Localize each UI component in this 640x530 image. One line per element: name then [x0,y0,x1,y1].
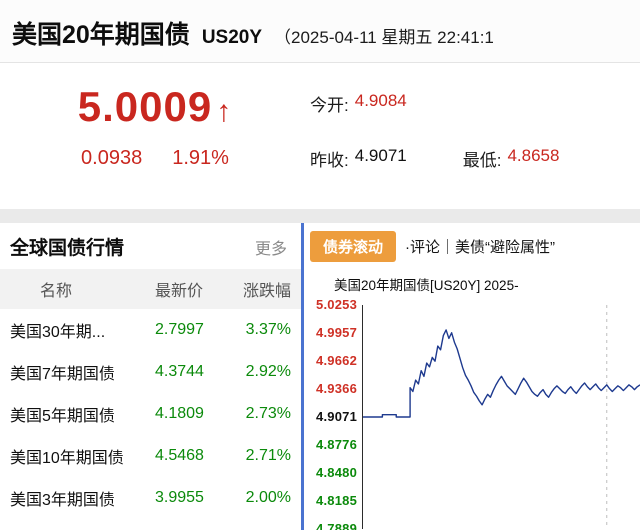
bond-latest-price: 3.9955 [155,489,204,506]
current-price-row: 5.0009 ↑ [0,83,310,131]
price-chart[interactable] [362,305,640,529]
global-bonds-header: 全球国债行情 更多 [0,223,301,269]
quote-timestamp: （2025-04-11 星期五 22:41:1 [274,28,494,47]
spacer [413,146,457,171]
bond-name: 美国3年期国债 [10,492,115,509]
y-tick-label: 4.9957 [316,325,357,340]
bond-change-pct: 3.37% [245,321,291,338]
bond-change-pct: 2.00% [245,489,291,506]
price-stats: 今开: 4.9084 昨收: 4.9071 最低: 4.8658 [310,79,640,191]
y-tick-label: 4.8480 [316,465,357,480]
bond-latest-price: 2.7997 [155,321,204,338]
low-value: 4.8658 [507,146,560,165]
bond-latest-price: 4.1809 [155,405,204,422]
bond-name: 美国10年期国债 [10,450,124,467]
col-name: 名称 [40,283,73,300]
bond-latest-price: 4.5468 [155,447,204,464]
price-main: 5.0009 ↑ 0.0938 1.91% [0,79,310,191]
bond-change-pct: 2.71% [245,447,291,464]
chart-area: 5.0253 4.9957 4.9662 4.9366 4.9071 4.8776 4.84… [304,295,640,530]
open-label: 今开: [310,96,349,115]
chart-y-axis: 5.0253 4.9957 4.9662 4.9366 4.9071 4.8776 4.84… [304,295,362,530]
table-header-row: 名称 最新价 涨跌幅 [0,269,301,309]
open-stat: 今开: 4.9084 [310,91,640,116]
global-bonds-panel: 全球国债行情 更多 名称 最新价 涨跌幅 美国30年期... 2.7997 3.… [0,223,301,530]
bond-name: 美国5年期国债 [10,408,115,425]
y-tick-label: 4.9662 [316,353,357,368]
y-tick-label: 4.8776 [316,437,357,452]
y-tick-label: 5.0253 [316,297,357,312]
price-panel: 5.0009 ↑ 0.0938 1.91% 今开: 4.9084 昨收: 4.90… [0,63,640,209]
chart-title: 美国20年期国债[US20Y] 2025- [334,278,519,293]
bond-latest-price: 4.3744 [155,363,204,380]
bottom-split: 全球国债行情 更多 名称 最新价 涨跌幅 美国30年期... 2.7997 3.… [0,223,640,530]
tab-bond-news[interactable]: 债券滚动 [310,231,397,262]
bond-name: 美国30年期... [10,324,106,341]
prev-close-value: 4.9071 [354,146,407,165]
table-row[interactable]: 美国20年期... 5.0022 1.94% [0,519,301,530]
current-price: 5.0009 [77,83,213,130]
y-tick-label: 4.8185 [316,493,357,508]
table-row[interactable]: 美国7年期国债 4.3744 2.92% [0,351,301,393]
more-link[interactable]: 更多 [254,240,287,258]
table-row[interactable]: 美国30年期... 2.7997 3.37% [0,309,301,351]
prev-close-label: 昨收: [310,151,349,170]
table-row[interactable]: 美国10年期国债 4.5468 2.71% [0,435,301,477]
table-row[interactable]: 美国5年期国债 4.1809 2.73% [0,393,301,435]
prevclose-low-stat: 昨收: 4.9071 最低: 4.8658 [310,146,640,171]
table-row[interactable]: 美国3年期国债 3.9955 2.00% [0,477,301,519]
bond-change-pct: 2.92% [245,363,291,380]
open-value: 4.9084 [354,91,407,110]
low-label: 最低: [462,151,502,170]
global-bonds-title: 全球国债行情 [10,238,125,259]
news-chart-panel: 债券滚动 ·评论｜美债“避险属性” 美国20年期国债[US20Y] 2025- … [304,223,640,530]
vertical-panel-divider [301,223,304,530]
price-chart-svg [363,305,640,529]
y-tick-label: 4.9071 [316,409,357,424]
col-change-pct: 涨跌幅 [242,283,291,300]
bond-name: 美国7年期国债 [10,366,115,383]
bond-table-body: 美国30年期... 2.7997 3.37% 美国7年期国债 4.3744 2.… [0,309,301,530]
up-arrow-icon: ↑ [216,95,233,128]
news-headline-link[interactable]: ·评论｜美债“避险属性” [405,239,556,256]
y-tick-label: 4.9366 [316,381,357,396]
instrument-symbol: US20Y [201,27,263,48]
y-tick-label: 4.7889 [316,521,357,530]
bond-change-pct: 2.73% [245,405,291,422]
col-latest-price: 最新价 [155,283,204,300]
price-change-row: 0.0938 1.91% [0,147,310,170]
section-divider [0,209,640,223]
price-change-pct: 1.91% [172,147,229,169]
instrument-title: 美国20年期国债 [12,21,190,49]
price-change: 0.0938 [81,147,143,169]
quote-header: 美国20年期国债 US20Y （2025-04-11 星期五 22:41:1 [0,0,640,63]
news-tabs-row: 债券滚动 ·评论｜美债“避险属性” [304,223,640,269]
